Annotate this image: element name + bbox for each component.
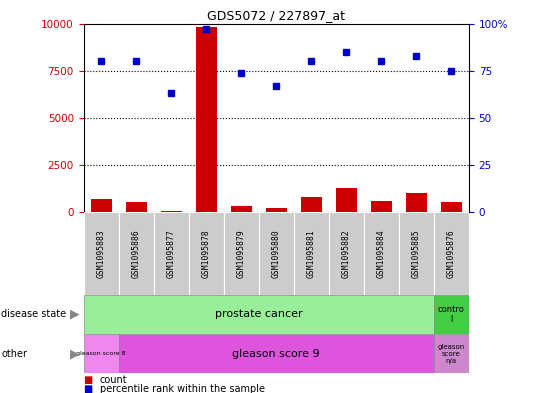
Bar bbox=[161, 211, 182, 212]
Text: gleason score 9: gleason score 9 bbox=[232, 349, 320, 359]
Bar bbox=[434, 295, 469, 334]
Text: GSM1095877: GSM1095877 bbox=[167, 229, 176, 278]
Bar bbox=[196, 28, 217, 212]
Title: GDS5072 / 227897_at: GDS5072 / 227897_at bbox=[207, 9, 345, 22]
Text: GSM1095884: GSM1095884 bbox=[377, 229, 386, 278]
Text: GSM1095881: GSM1095881 bbox=[307, 229, 316, 278]
Bar bbox=[399, 212, 434, 295]
Text: GSM1095886: GSM1095886 bbox=[132, 229, 141, 278]
Text: count: count bbox=[100, 375, 127, 386]
Text: GSM1095880: GSM1095880 bbox=[272, 229, 281, 278]
Text: GSM1095882: GSM1095882 bbox=[342, 229, 351, 278]
Text: GSM1095883: GSM1095883 bbox=[96, 229, 106, 278]
Text: GSM1095878: GSM1095878 bbox=[202, 229, 211, 278]
Bar bbox=[154, 212, 189, 295]
Text: ▶: ▶ bbox=[70, 347, 79, 360]
Bar bbox=[84, 334, 119, 373]
Text: gleason score 8: gleason score 8 bbox=[77, 351, 126, 356]
Bar bbox=[224, 212, 259, 295]
Text: GSM1095876: GSM1095876 bbox=[447, 229, 456, 278]
Text: percentile rank within the sample: percentile rank within the sample bbox=[100, 384, 265, 393]
Bar bbox=[336, 188, 357, 212]
Bar bbox=[119, 212, 154, 295]
Bar bbox=[294, 212, 329, 295]
Text: gleason
score
n/a: gleason score n/a bbox=[438, 344, 465, 364]
Text: prostate cancer: prostate cancer bbox=[215, 309, 302, 320]
Text: other: other bbox=[1, 349, 27, 359]
Bar bbox=[406, 193, 427, 212]
Bar bbox=[126, 202, 147, 212]
Bar bbox=[231, 206, 252, 212]
Bar bbox=[434, 334, 469, 373]
Bar bbox=[364, 212, 399, 295]
Bar bbox=[259, 212, 294, 295]
Bar bbox=[266, 208, 287, 212]
Bar bbox=[434, 212, 469, 295]
Text: GSM1095885: GSM1095885 bbox=[412, 229, 421, 278]
Bar bbox=[329, 212, 364, 295]
Bar bbox=[301, 197, 322, 212]
Text: contro
l: contro l bbox=[438, 305, 465, 324]
Text: GSM1095879: GSM1095879 bbox=[237, 229, 246, 278]
Text: disease state: disease state bbox=[1, 309, 66, 320]
Bar bbox=[119, 334, 434, 373]
Bar bbox=[371, 201, 392, 212]
Bar bbox=[441, 202, 462, 212]
Bar bbox=[189, 212, 224, 295]
Text: ■: ■ bbox=[84, 384, 96, 393]
Text: ▶: ▶ bbox=[70, 308, 79, 321]
Text: ■: ■ bbox=[84, 375, 96, 386]
Bar bbox=[91, 199, 112, 212]
Bar bbox=[84, 212, 119, 295]
